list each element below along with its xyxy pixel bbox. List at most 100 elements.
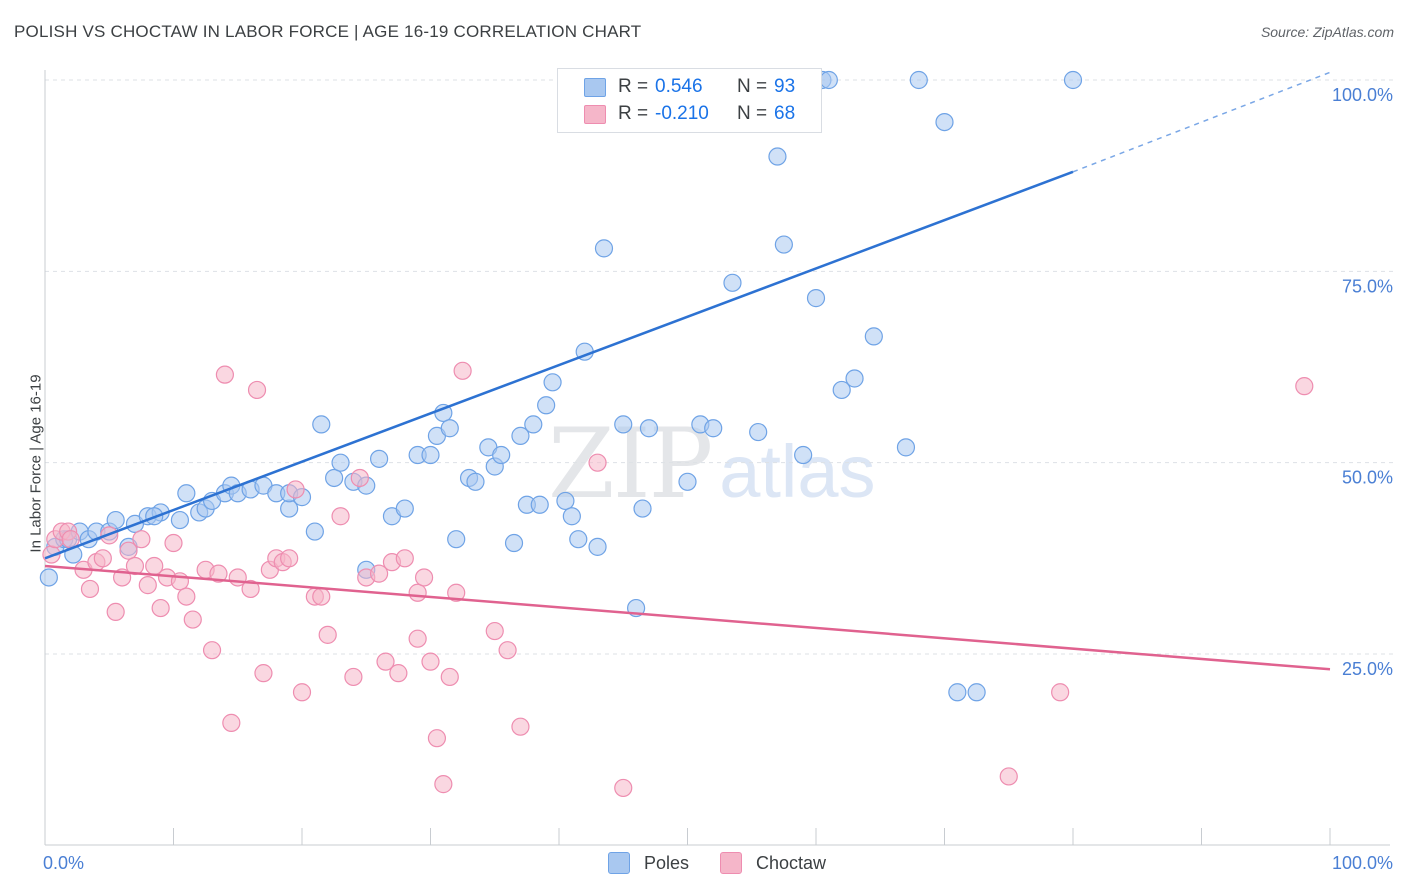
poles-point — [723, 273, 742, 292]
choctaw-point — [241, 579, 260, 599]
choctaw-point — [408, 629, 427, 648]
poles-point — [909, 70, 928, 90]
choctaw-point — [125, 556, 145, 576]
poles-point — [639, 419, 659, 438]
legend-choctaw-swatch — [720, 852, 742, 874]
choctaw-point — [312, 587, 331, 606]
choctaw-point — [222, 713, 241, 732]
poles-point — [331, 453, 350, 472]
axes — [44, 70, 1390, 846]
poles-point — [511, 426, 530, 445]
legend-poles-swatch — [608, 852, 630, 874]
poles-point — [588, 537, 607, 556]
choctaw-point — [395, 549, 414, 568]
poles-trend-line — [44, 170, 1074, 560]
choctaw-points — [42, 361, 1314, 798]
choctaw-point — [414, 568, 434, 587]
poles-point — [504, 533, 524, 553]
y-axis-label: In Labor Force | Age 16-19 — [27, 374, 45, 553]
choctaw-point — [215, 365, 234, 384]
choctaw-point — [151, 598, 170, 618]
tick-labels: 25.0% 50.0% 75.0% 100.0% 0.0% 100.0% — [43, 85, 1393, 873]
chart-title: POLISH VS CHOCTAW IN LABOR FORCE | AGE 1… — [14, 22, 642, 41]
choctaw-point — [183, 610, 202, 629]
choctaw-r-label: R = — [618, 103, 649, 124]
choctaw-point — [427, 729, 447, 748]
choctaw-point — [80, 579, 100, 599]
choctaw-point — [286, 480, 305, 499]
poles-n-value: 93 — [774, 76, 796, 97]
poles-point — [39, 568, 58, 587]
poles-point — [749, 422, 768, 442]
poles-point — [543, 373, 562, 392]
poles-point — [832, 380, 851, 400]
poles-point — [678, 472, 697, 491]
poles-point — [562, 507, 581, 526]
choctaw-point — [999, 767, 1018, 786]
choctaw-point — [331, 507, 350, 526]
poles-point — [537, 396, 556, 415]
y-tick-label: 50.0% — [1342, 468, 1393, 488]
legend-item-choctaw[interactable]: Choctaw — [720, 852, 826, 874]
gridlines — [45, 79, 1395, 655]
poles-point — [614, 415, 633, 434]
poles-point — [864, 327, 883, 346]
chart-legend: Poles Choctaw — [0, 852, 1406, 876]
choctaw-swatch — [584, 104, 606, 124]
poles-point — [704, 419, 723, 438]
poles-point — [633, 499, 652, 518]
poles-point — [530, 495, 549, 514]
x-tick-label: 100.0% — [1332, 853, 1393, 873]
poles-point — [395, 499, 414, 518]
poles-point — [1063, 70, 1083, 90]
choctaw-point — [164, 533, 183, 553]
poles-r-value: 0.546 — [655, 76, 703, 97]
legend-item-poles[interactable]: Poles — [608, 852, 689, 874]
choctaw-point — [511, 717, 530, 736]
poles-point — [447, 530, 466, 549]
choctaw-point — [588, 453, 607, 472]
poles-point — [325, 468, 344, 488]
poles-point — [967, 683, 986, 702]
choctaw-point — [434, 775, 453, 794]
choctaw-point — [318, 625, 337, 644]
choctaw-point — [119, 541, 138, 560]
poles-point — [768, 147, 787, 166]
choctaw-point — [93, 549, 112, 568]
poles-point — [594, 239, 614, 258]
stats-row-poles: R = 0.546 N = 93 — [584, 74, 795, 100]
choctaw-point — [280, 549, 299, 568]
poles-trend-extension — [1072, 71, 1331, 173]
poles-point — [466, 472, 485, 491]
poles-swatch — [584, 77, 606, 97]
poles-n-label: N = — [737, 76, 768, 97]
y-tick-label: 100.0% — [1332, 85, 1393, 105]
poles-point — [935, 112, 954, 132]
x-tick-label: 0.0% — [43, 853, 84, 873]
choctaw-point — [202, 641, 222, 660]
choctaw-point — [408, 583, 427, 602]
choctaw-point — [453, 361, 472, 380]
choctaw-point — [247, 380, 267, 400]
choctaw-point — [350, 468, 369, 488]
choctaw-n-label: N = — [737, 103, 768, 124]
choctaw-point — [389, 664, 408, 683]
poles-point — [440, 419, 459, 438]
poles-r-label: R = — [618, 76, 649, 97]
choctaw-point — [1295, 377, 1314, 396]
choctaw-point — [614, 778, 633, 798]
choctaw-point — [447, 583, 466, 602]
choctaw-point — [138, 576, 157, 595]
correlation-stats-box: R = 0.546 N = 93 R = -0.210 N = 68 — [557, 68, 822, 133]
poles-point — [819, 70, 838, 90]
choctaw-point — [292, 683, 312, 702]
watermark-atlas: atlas — [719, 430, 876, 513]
legend-choctaw-label: Choctaw — [756, 852, 827, 873]
poles-point — [312, 415, 331, 434]
choctaw-point — [440, 667, 459, 687]
poles-point — [556, 491, 575, 511]
choctaw-point — [370, 564, 389, 583]
poles-point — [370, 449, 389, 468]
y-tick-label: 25.0% — [1342, 659, 1393, 679]
poles-point — [421, 445, 440, 465]
